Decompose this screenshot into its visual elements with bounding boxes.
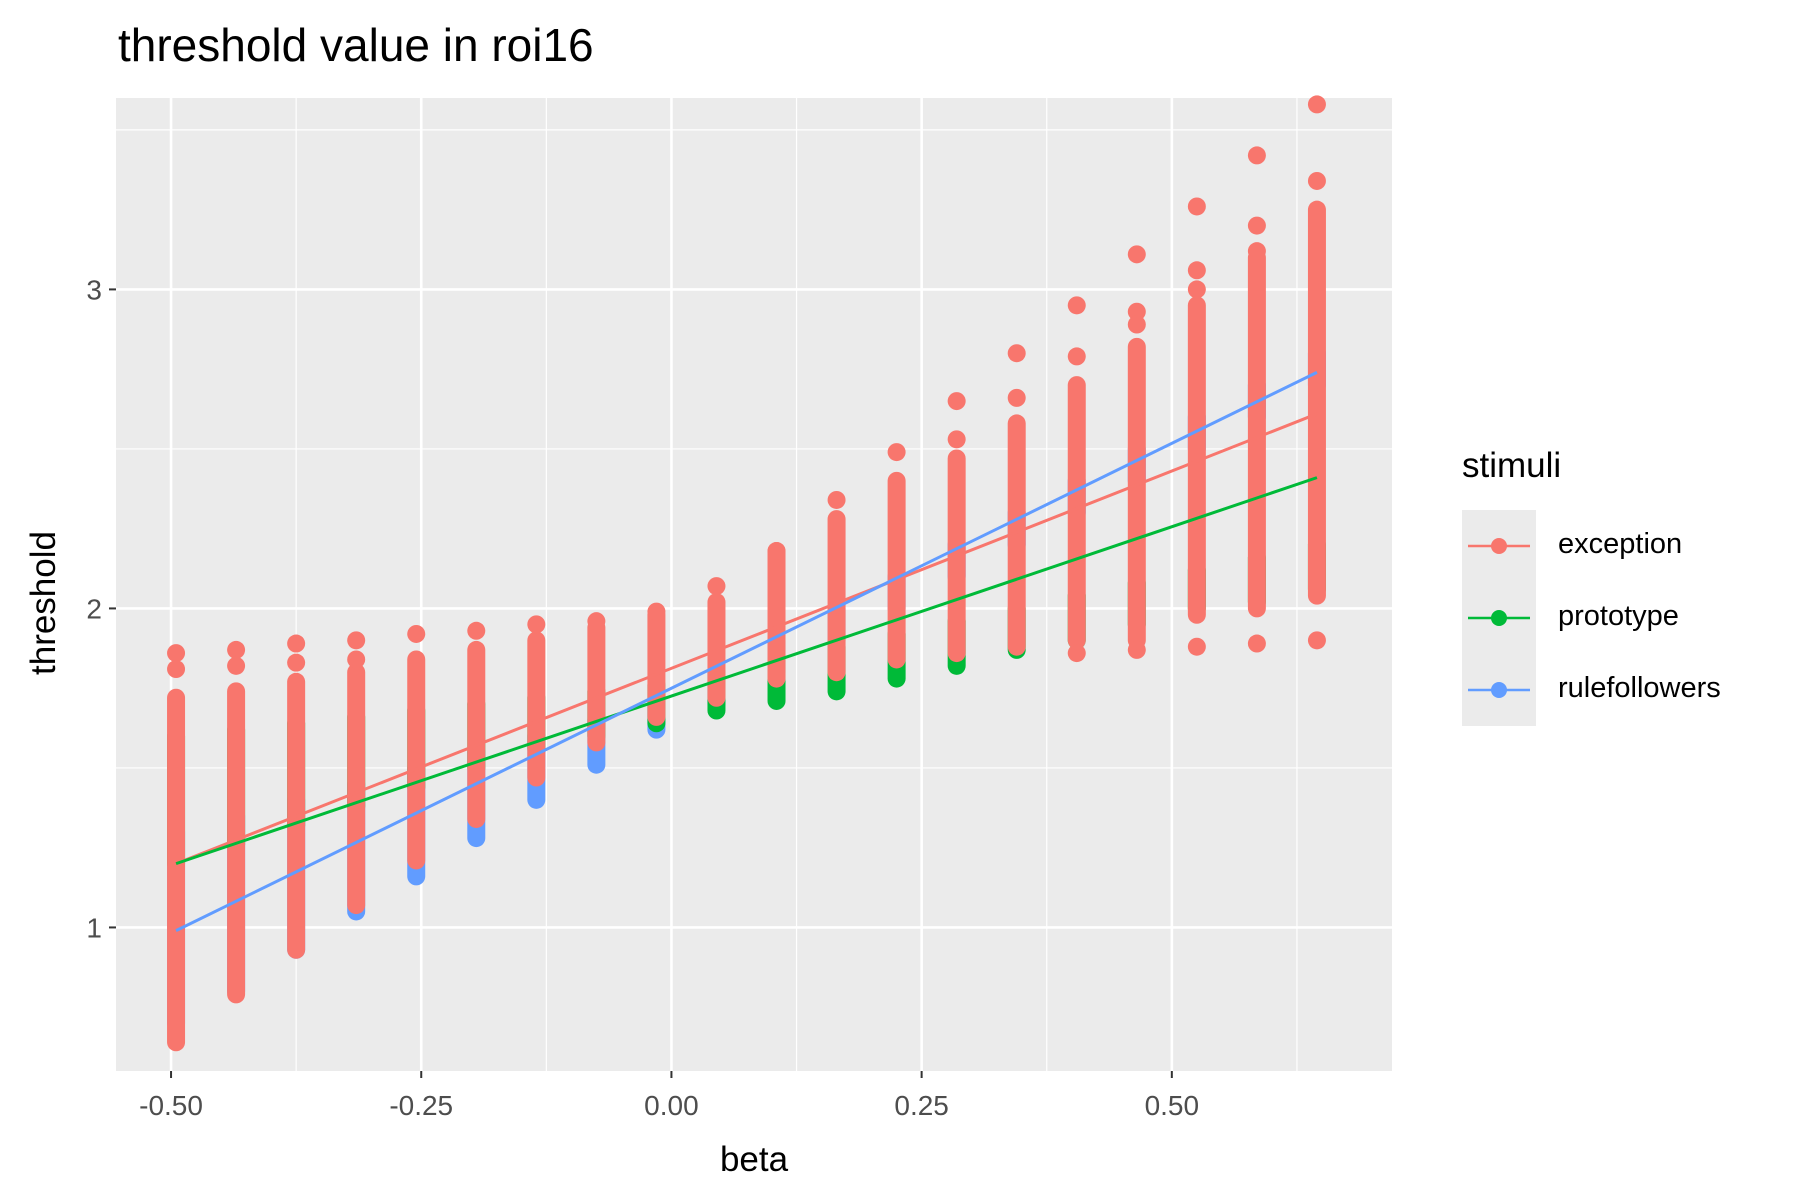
point-exception (1307, 95, 1326, 114)
point-column-exception (887, 471, 906, 669)
point-column-exception (1007, 414, 1026, 656)
point-exception (347, 650, 366, 669)
point-exception (227, 640, 246, 659)
point-column-exception (467, 640, 486, 828)
legend-label-rulefollowers: rulefollowers (1558, 672, 1721, 704)
point-exception (1127, 302, 1146, 321)
point-exception (1187, 197, 1206, 216)
legend-key-exception (1462, 510, 1536, 582)
x-tick-label: -0.50 (139, 1090, 203, 1121)
fit-line-rulefollowers (175, 371, 1318, 932)
point-column-exception (1307, 200, 1326, 605)
x-axis-title: beta (719, 1140, 789, 1179)
point-exception (1247, 146, 1266, 165)
point-exception (467, 621, 486, 640)
point-exception (707, 577, 726, 596)
point-exception (587, 612, 606, 631)
point-exception (647, 602, 666, 621)
point-exception (1127, 245, 1146, 264)
point-exception (1307, 171, 1326, 190)
point-column-exception (407, 650, 426, 870)
legend-point-exception (1491, 538, 1507, 554)
point-column-exception (527, 631, 546, 787)
y-tick-label: 2 (86, 593, 102, 624)
y-tick-label: 1 (86, 912, 102, 943)
legend-point-rulefollowers (1491, 682, 1507, 698)
point-exception (1067, 347, 1086, 366)
point-column-exception (587, 618, 606, 752)
point-exception (767, 542, 786, 561)
legend-title: stimuli (1462, 446, 1562, 485)
point-exception (1067, 644, 1086, 663)
plot-panel (116, 98, 1392, 1071)
point-exception (1247, 242, 1266, 261)
x-tick-label: 0.25 (894, 1090, 949, 1121)
legend-point-prototype (1491, 610, 1507, 626)
point-exception (1067, 296, 1086, 315)
point-exception (287, 634, 306, 653)
point-exception (1247, 216, 1266, 235)
point-exception (287, 653, 306, 672)
x-tick-label: 0.00 (644, 1090, 699, 1121)
point-exception (827, 490, 846, 509)
legend-label-prototype: prototype (1558, 600, 1679, 632)
point-column-exception (827, 510, 846, 682)
legend-key-prototype (1462, 582, 1536, 654)
point-exception (1007, 388, 1026, 407)
fit-line-exception (175, 412, 1318, 866)
point-exception (1127, 640, 1146, 659)
point-exception (227, 656, 246, 675)
y-axis-title: threshold (24, 530, 63, 675)
point-exception (1187, 280, 1206, 299)
point-exception (527, 615, 546, 634)
point-exception (1007, 344, 1026, 363)
point-exception (347, 631, 366, 650)
point-exception (1187, 261, 1206, 280)
point-column-exception (1247, 248, 1266, 618)
point-exception (407, 624, 426, 643)
point-exception (167, 660, 186, 679)
point-exception (947, 430, 966, 449)
point-exception (947, 392, 966, 411)
point-column-exception (1127, 337, 1146, 650)
point-exception (1127, 315, 1146, 334)
fit-line-prototype (175, 476, 1318, 866)
chart-title: threshold value in roi16 (118, 19, 594, 71)
y-tick-label: 3 (86, 274, 102, 305)
point-exception (887, 443, 906, 462)
point-column-exception (767, 542, 786, 688)
point-column-exception (1067, 376, 1086, 650)
point-exception (1307, 631, 1326, 650)
point-column-exception (647, 605, 666, 726)
x-tick-label: 0.50 (1145, 1090, 1200, 1121)
point-exception (1187, 637, 1206, 656)
point-exception (1247, 634, 1266, 653)
legend-label-exception: exception (1558, 528, 1683, 560)
x-tick-label: -0.25 (389, 1090, 453, 1121)
legend-key-rulefollowers (1462, 654, 1536, 726)
point-column-exception (167, 688, 186, 1052)
point-column-exception (347, 663, 366, 915)
point-exception (167, 644, 186, 663)
